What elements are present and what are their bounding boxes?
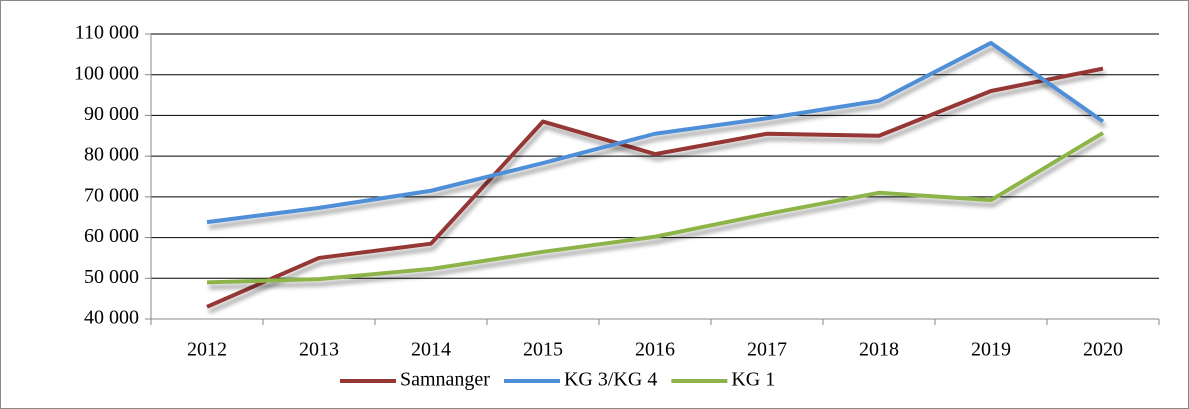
y-tick-label: 110 000	[75, 22, 139, 44]
x-tick-label: 2013	[299, 339, 339, 361]
y-tick-label: 60 000	[84, 225, 139, 247]
series-line	[206, 40, 1105, 225]
x-tick-label: 2014	[411, 339, 451, 361]
legend-label: Samnanger	[400, 369, 490, 391]
x-tick-label: 2012	[187, 339, 227, 361]
x-tick-label: 2017	[747, 339, 787, 361]
y-tick-label: 100 000	[74, 62, 139, 84]
series-line	[206, 131, 1105, 285]
y-tick-label: 70 000	[84, 184, 139, 206]
x-tick-label: 2016	[635, 339, 675, 361]
x-tick-label: 2020	[1083, 339, 1123, 361]
x-tick-label: 2015	[523, 339, 563, 361]
legend-label: KG 3/KG 4	[564, 369, 657, 391]
x-tick-label: 2018	[859, 339, 899, 361]
y-tick-label: 90 000	[84, 103, 139, 125]
y-tick-label: 80 000	[84, 144, 139, 166]
legend-label: KG 1	[731, 369, 775, 391]
y-tick-label: 40 000	[84, 307, 139, 329]
x-tick-label: 2019	[971, 339, 1011, 361]
series-line	[206, 66, 1104, 309]
y-tick-label: 50 000	[84, 266, 139, 288]
